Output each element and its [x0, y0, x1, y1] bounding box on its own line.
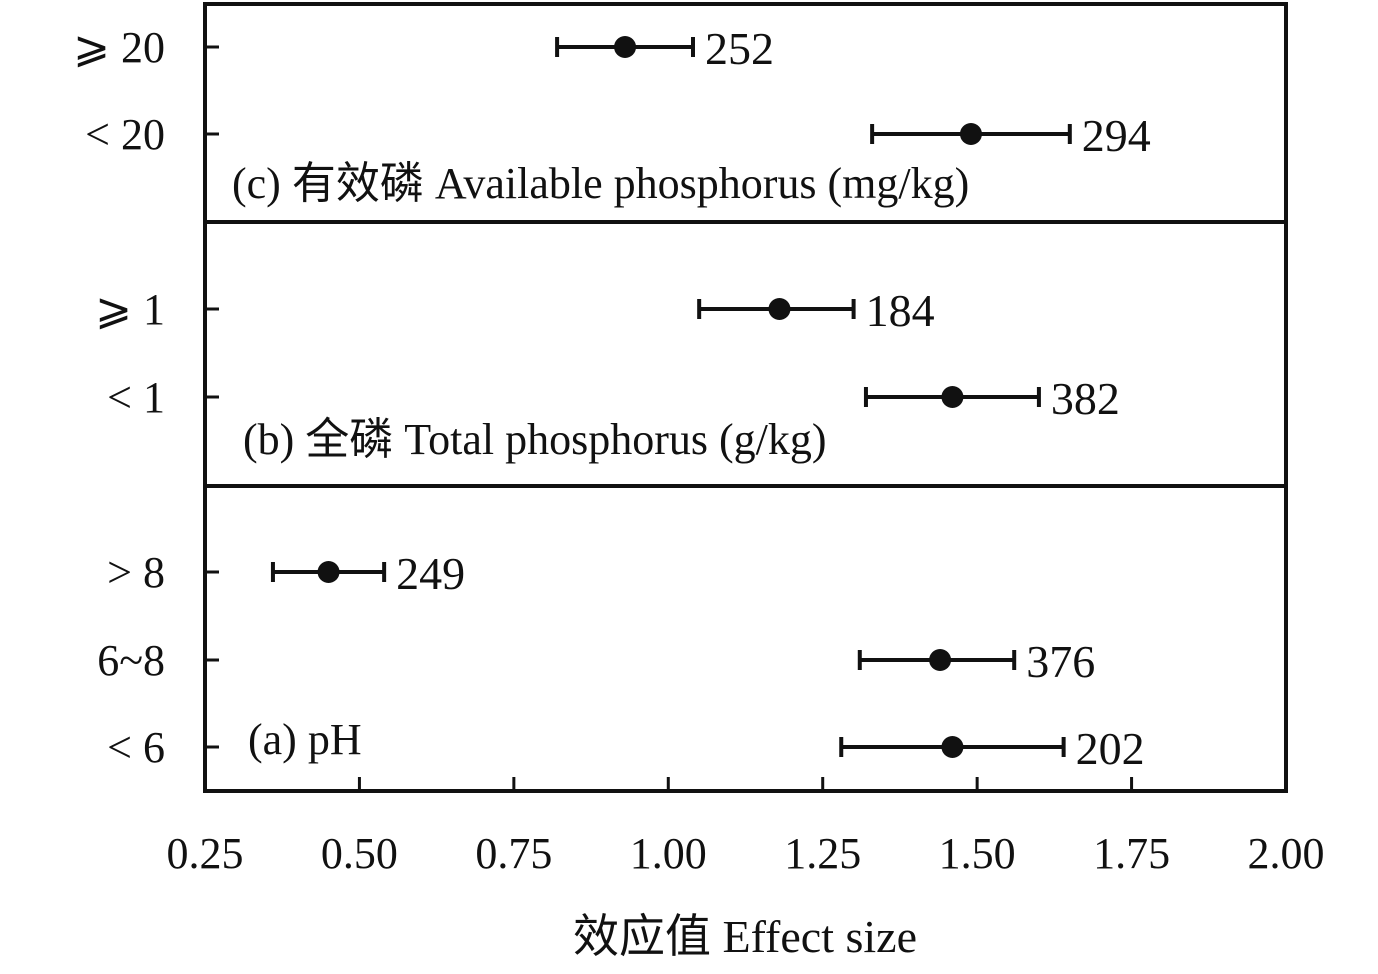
data-row: ⩾ 1 184 [95, 285, 934, 336]
category-label: < 1 [107, 373, 165, 422]
category-label: 6~8 [97, 636, 165, 685]
category-label: ⩾ 20 [73, 23, 165, 72]
category-label: < 20 [85, 110, 165, 159]
panel-b: (b) 全磷 Total phosphorus (g/kg) ⩾ 1 184 < 1 3… [95, 220, 1288, 488]
x-axis: 0.25 0.50 0.75 1.00 1.25 1.50 1.75 2.00 [167, 777, 1325, 878]
sample-size-label: 382 [1051, 373, 1120, 424]
x-tick-label: 1.75 [1093, 829, 1170, 878]
panel-label: (b) 全磷 Total phosphorus (g/kg) [243, 415, 827, 464]
sample-size-label: 252 [705, 23, 774, 74]
panel-c: (c) 有效磷 Available phosphorus (mg/kg) ⩾ 20… [73, 2, 1288, 224]
sample-size-label: 202 [1076, 723, 1145, 774]
data-row: < 20 294 [85, 110, 1151, 161]
panels-layer: (c) 有效磷 Available phosphorus (mg/kg) ⩾ 20… [73, 2, 1288, 793]
sample-size-label: 376 [1026, 636, 1095, 687]
effect-point [941, 386, 964, 408]
x-tick-label: 0.25 [167, 829, 244, 878]
sample-size-label: 184 [866, 285, 935, 336]
panel-label: (c) 有效磷 Available phosphorus (mg/kg) [232, 159, 969, 208]
effect-point [959, 123, 982, 145]
effect-point [317, 561, 340, 583]
data-row: ⩾ 20 252 [73, 23, 774, 74]
x-tick-label: 1.50 [939, 829, 1016, 878]
x-tick-label: 1.00 [630, 829, 707, 878]
data-row: < 6 202 [107, 723, 1144, 774]
category-label: < 6 [107, 723, 165, 772]
effect-point [768, 298, 791, 320]
x-tick-label: 0.50 [321, 829, 398, 878]
panel-label: (a) pH [248, 715, 362, 764]
category-label: ⩾ 1 [95, 285, 165, 334]
effect-point [614, 36, 637, 58]
x-tick-label: 1.25 [784, 829, 861, 878]
sample-size-label: 294 [1082, 110, 1151, 161]
x-tick-label: 0.75 [475, 829, 552, 878]
effect-point [941, 736, 964, 758]
data-row: 6~8 376 [97, 636, 1095, 687]
x-axis-title: 效应值 Effect size [573, 911, 917, 962]
panel-frame [203, 484, 1288, 793]
x-tick-label: 2.00 [1248, 829, 1325, 878]
data-row: > 8 249 [107, 548, 465, 599]
effect-point [929, 649, 952, 671]
panel-a: (a) pH > 8 249 6~8 376 < 6 202 [97, 484, 1288, 793]
sample-size-label: 249 [396, 548, 465, 599]
category-label: > 8 [107, 548, 165, 597]
data-row: < 1 382 [107, 373, 1120, 424]
